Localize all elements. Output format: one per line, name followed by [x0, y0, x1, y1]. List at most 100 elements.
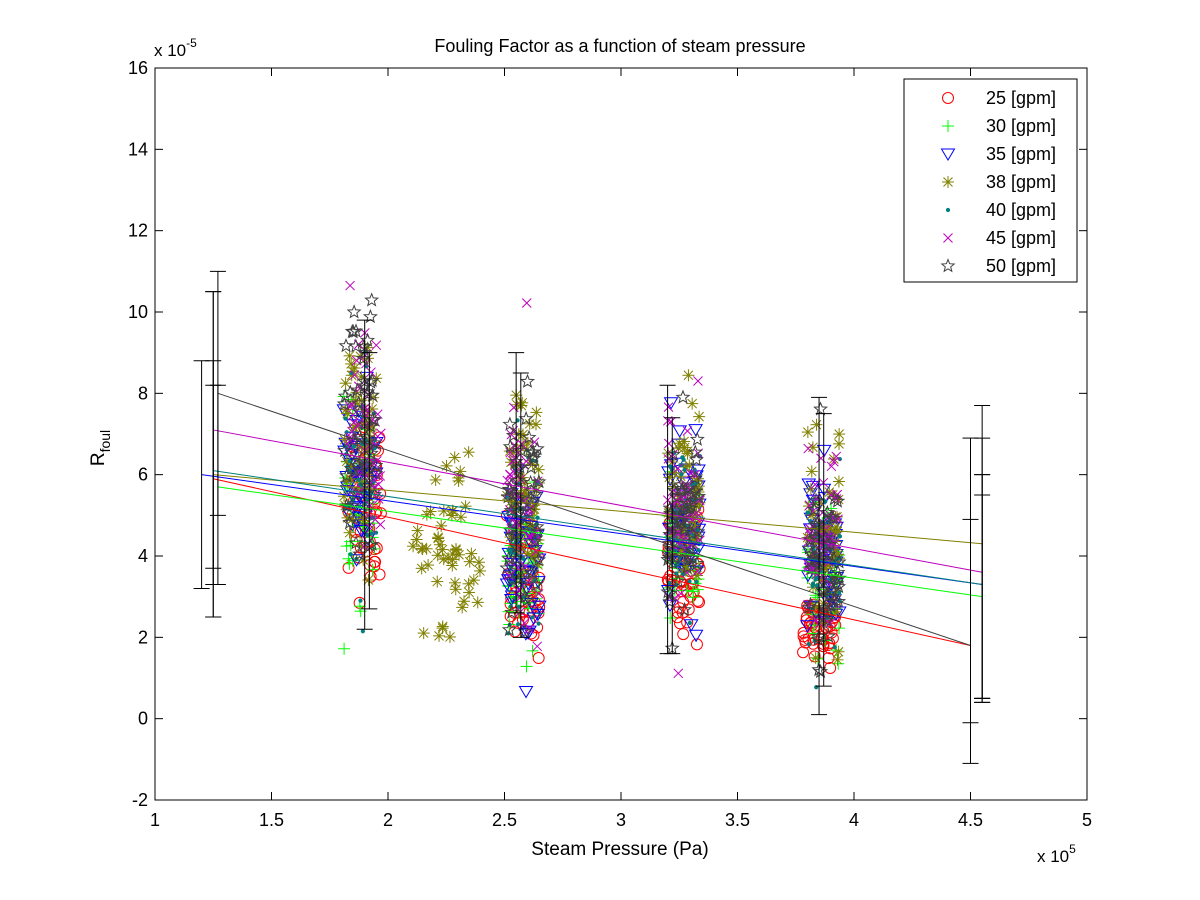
- data-point: [351, 395, 366, 410]
- data-point: [411, 524, 424, 537]
- data-point: [673, 512, 689, 528]
- data-point: [688, 629, 704, 643]
- data-point: [521, 547, 534, 560]
- data-point: [814, 583, 820, 588]
- legend-marker: [942, 120, 954, 132]
- data-point: [826, 461, 837, 472]
- legend-item: 45 [gpm]: [943, 228, 1056, 248]
- data-point: [501, 550, 517, 566]
- data-point: [822, 652, 835, 665]
- data-point: [823, 509, 839, 524]
- data-point: [689, 555, 705, 571]
- data-point: [519, 373, 536, 388]
- data-point: [687, 444, 703, 459]
- data-point: [530, 615, 535, 620]
- legend-marker: [942, 176, 954, 188]
- data-point: [443, 630, 456, 643]
- data-point: [837, 590, 842, 595]
- data-point: [348, 535, 364, 550]
- data-point: [359, 485, 375, 500]
- data-point: [437, 553, 450, 566]
- x-tick-label: 1: [150, 810, 160, 830]
- data-point: [526, 448, 542, 463]
- data-point: [346, 432, 362, 448]
- data-point: [337, 442, 353, 458]
- data-point: [803, 546, 819, 561]
- data-point: [831, 554, 847, 569]
- x-tick-label: 1.5: [259, 810, 284, 830]
- data-point: [520, 660, 533, 673]
- data-point: [339, 377, 352, 390]
- data-point: [663, 402, 674, 412]
- data-point: [448, 451, 461, 464]
- data-point: [435, 519, 448, 532]
- data-point: [417, 627, 430, 640]
- data-point: [356, 477, 361, 482]
- plot-content: [336, 280, 847, 699]
- data-point: [531, 600, 547, 614]
- data-point: [502, 416, 518, 431]
- data-point: [371, 340, 382, 351]
- data-point: [528, 576, 544, 592]
- error-bar: [356, 319, 373, 630]
- error-bar: [815, 413, 832, 687]
- data-point: [504, 610, 517, 623]
- fit-line-1: [213, 478, 971, 646]
- data-point: [363, 445, 379, 460]
- legend-label: 25 [gpm]: [986, 88, 1056, 108]
- data-point: [801, 599, 817, 615]
- data-point: [364, 292, 380, 307]
- data-point: [813, 401, 828, 416]
- data-point: [364, 387, 380, 402]
- data-point: [691, 488, 707, 503]
- data-point: [674, 480, 690, 496]
- data-point: [673, 617, 686, 630]
- data-point: [819, 504, 835, 520]
- data-point: [813, 663, 829, 679]
- data-point: [436, 622, 449, 635]
- chart-title: Fouling Factor as a function of steam pr…: [434, 36, 805, 56]
- data-point: [357, 514, 370, 527]
- data-point: [357, 553, 370, 566]
- data-point: [344, 400, 355, 411]
- y-tick-label: 2: [138, 627, 148, 647]
- data-point: [376, 428, 386, 439]
- data-point: [362, 418, 378, 433]
- data-point: [694, 579, 699, 585]
- data-point: [665, 555, 681, 570]
- data-point: [448, 576, 461, 589]
- error-bar: [361, 352, 378, 610]
- data-point: [673, 463, 683, 474]
- data-point: [509, 501, 525, 516]
- data-point: [462, 446, 475, 459]
- x-tick-label: 4.5: [958, 810, 983, 830]
- data-point: [527, 533, 543, 549]
- data-point: [370, 514, 381, 525]
- data-point: [679, 559, 695, 574]
- data-point: [530, 406, 543, 419]
- data-point: [676, 588, 686, 599]
- data-point: [689, 431, 705, 446]
- data-point: [532, 652, 545, 665]
- data-point: [670, 573, 686, 588]
- legend-item: 25 [gpm]: [942, 88, 1056, 108]
- data-point: [366, 563, 379, 576]
- data-point: [360, 629, 365, 634]
- y-tick-label: 10: [128, 302, 148, 322]
- data-point: [536, 621, 541, 626]
- data-point: [519, 592, 535, 607]
- data-point: [360, 402, 371, 413]
- data-point: [803, 617, 816, 630]
- data-point: [687, 591, 700, 604]
- data-point: [446, 559, 459, 572]
- data-point: [343, 526, 356, 539]
- legend: 25 [gpm] 30 [gpm] 35 [gpm] 38 [gpm] 40 [gpm]…: [903, 78, 1078, 283]
- data-point: [820, 573, 830, 583]
- error-bar: [512, 372, 529, 638]
- x-tick-label: 5: [1082, 810, 1092, 830]
- data-point: [668, 502, 684, 517]
- data-point: [666, 482, 682, 497]
- data-point: [345, 280, 355, 291]
- data-point: [516, 604, 522, 609]
- data-point: [353, 431, 369, 446]
